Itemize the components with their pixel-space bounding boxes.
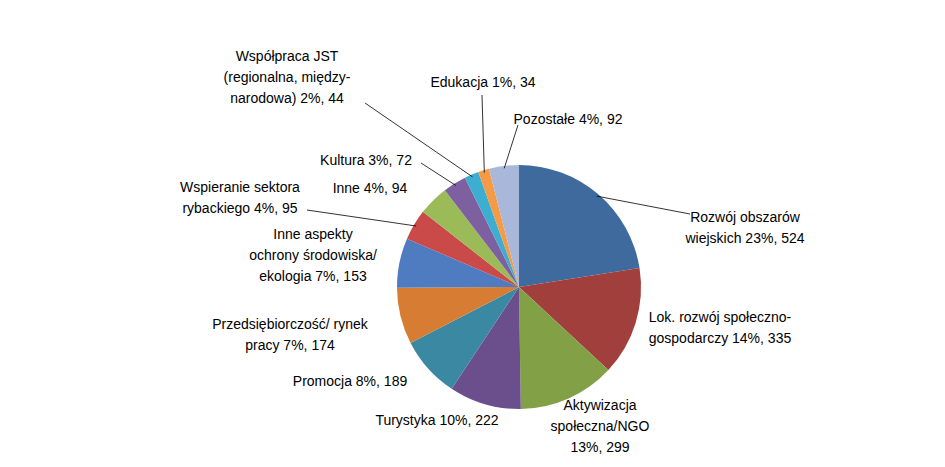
label-text: Pozostałe (514, 111, 576, 127)
label-line: Inne aspekty (273, 226, 352, 242)
slices (397, 165, 641, 409)
label-text: Przedsiębiorczość/ rynek (212, 316, 369, 332)
label-text: społeczna/NGO (551, 418, 650, 434)
label-text: 4%, 94 (360, 180, 408, 196)
label-line: (regionalna, między- (224, 69, 351, 85)
slice-label: Edukacja 1%, 34 (430, 74, 535, 90)
label-line: Inne 4%, 94 (333, 180, 408, 196)
label-text: Inne aspekty (273, 226, 352, 242)
label-text: 7%, 174 (279, 337, 334, 353)
slice-label: Inne aspekty ochrony środowiska/ekologia … (249, 226, 377, 284)
label-text: ochrony środowiska/ (249, 247, 377, 263)
label-text: ekologia (259, 268, 311, 284)
label-line: Promocja 8%, 189 (293, 373, 408, 389)
slice-label: Rozwój obszarów wiejskich 23%, 524 (684, 209, 804, 246)
label-line: rybackiego 4%, 95 (182, 200, 297, 216)
label-text: Kultura (320, 152, 365, 168)
label-text: wiejskich (684, 230, 741, 246)
label-line: Przedsiębiorczość/ rynek (212, 316, 369, 332)
label-text: Turystyka (375, 412, 435, 428)
label-line: 13%, 299 (570, 439, 629, 455)
slice-label: Kultura 3%, 72 (320, 152, 412, 168)
label-text: pracy (245, 337, 279, 353)
label-text: Współpraca JST (236, 48, 339, 64)
slice-label: Lok. rozwój społeczno-gospodarczy 14%, 3… (649, 309, 792, 346)
label-text: 3%, 72 (364, 152, 412, 168)
label-text: 7%, 153 (311, 268, 366, 284)
label-text: 14%, 335 (728, 330, 791, 346)
label-line: Wspieranie sektora (180, 179, 300, 195)
leader-line (365, 103, 472, 177)
label-text: Lok. rozwój społeczno- (649, 309, 792, 325)
pie-slice (519, 287, 608, 409)
label-text: 23%, 524 (741, 230, 804, 246)
label-line: Aktywizacja (563, 397, 636, 413)
leader-line (421, 163, 456, 185)
label-line: Rozwój obszarów (690, 209, 801, 225)
label-text: 1%, 34 (488, 74, 536, 90)
label-line: wiejskich 23%, 524 (684, 230, 804, 246)
label-line: Turystyka 10%, 222 (375, 412, 498, 428)
label-text: Inne (333, 180, 360, 196)
slice-label: Wspieranie sektora rybackiego 4%, 95 (180, 179, 300, 216)
label-line: narodowa) 2%, 44 (230, 90, 344, 106)
label-line: ochrony środowiska/ (249, 247, 377, 263)
pie-slice (397, 287, 519, 343)
label-text: 2%, 44 (296, 90, 344, 106)
label-text: rybackiego (182, 200, 250, 216)
label-line: Kultura 3%, 72 (320, 152, 412, 168)
leader-lines (307, 95, 690, 226)
label-line: Edukacja 1%, 34 (430, 74, 535, 90)
label-text: Promocja (293, 373, 352, 389)
label-line: ekologia 7%, 153 (259, 268, 367, 284)
label-text: 8%, 189 (352, 373, 407, 389)
label-line: gospodarczy 14%, 335 (649, 330, 792, 346)
leader-line (504, 125, 518, 168)
label-text: 10%, 222 (436, 412, 499, 428)
label-text: gospodarczy (649, 330, 728, 346)
label-text: 4%, 92 (575, 111, 623, 127)
label-line: Lok. rozwój społeczno- (649, 309, 792, 325)
label-line: pracy 7%, 174 (245, 337, 335, 353)
label-text: Edukacja (430, 74, 488, 90)
label-line: Pozostałe 4%, 92 (514, 111, 623, 127)
slice-label: Promocja 8%, 189 (293, 373, 408, 389)
pie-slice (489, 165, 519, 287)
labels: Rozwój obszarów wiejskich 23%, 524 Lok. ro… (180, 48, 805, 455)
label-text: Rozwój obszarów (690, 209, 801, 225)
slice-label: Współpraca JST (regionalna, między-narodo… (224, 48, 351, 106)
pie-slice (519, 165, 640, 287)
slice-label: Inne 4%, 94 (333, 180, 408, 196)
label-text: narodowa) (230, 90, 296, 106)
label-line: Współpraca JST (236, 48, 339, 64)
label-text: Aktywizacja (563, 397, 636, 413)
label-text: 13%, 299 (570, 439, 629, 455)
leader-line (482, 95, 484, 173)
slice-label: Przedsiębiorczość/ rynek pracy 7%, 174 (212, 316, 369, 353)
label-text: 4%, 95 (250, 200, 298, 216)
slice-label: Pozostałe 4%, 92 (514, 111, 623, 127)
label-line: społeczna/NGO (551, 418, 650, 434)
label-text: (regionalna, między- (224, 69, 351, 85)
label-text: Wspieranie sektora (180, 179, 300, 195)
slice-label: Turystyka 10%, 222 (375, 412, 498, 428)
leader-line (307, 210, 416, 226)
leader-line (597, 196, 690, 214)
slice-label: Aktywizacja społeczna/NGO 13%, 299 (551, 397, 650, 455)
chart: Rozwój obszarów wiejskich 23%, 524 Lok. ro… (0, 0, 945, 467)
